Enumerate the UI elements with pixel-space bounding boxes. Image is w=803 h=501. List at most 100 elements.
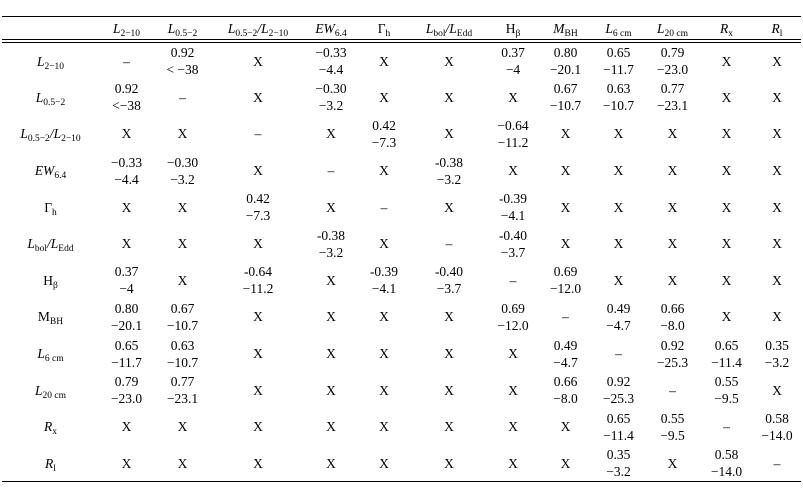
cell-value: X — [177, 199, 188, 215]
table-cell: −0.30 −3.2 — [154, 152, 211, 189]
cell-value: X — [772, 163, 782, 179]
column-header-l6: L6 cm — [592, 16, 645, 40]
cell-value: 0.79 — [114, 374, 139, 390]
cell-value: X — [508, 163, 518, 179]
table-cell: X — [700, 43, 753, 80]
column-header-ratio: L0.5−2/L2−10 — [211, 16, 305, 40]
table-row: Lbol/LEdd X X X -0.38 −3.2 X – -0.40 −3.7 X X X X X — [2, 225, 801, 262]
table-cell: −0.33 −4.4 — [305, 43, 357, 80]
cell-value: – — [327, 163, 335, 179]
cell-value: X — [326, 382, 336, 398]
table-cell: X — [357, 79, 411, 116]
table-cell: 0.42 −7.3 — [211, 189, 305, 226]
cell-value: X — [379, 419, 389, 435]
table-cell: X — [539, 152, 592, 189]
table-cell: 0.58 −14.0 — [753, 408, 801, 445]
cell-value: – — [773, 455, 781, 471]
cell-probability: < −38 — [166, 62, 199, 78]
cell-value: 0.58 — [714, 447, 739, 463]
table-cell: X — [305, 116, 357, 153]
table-cell: 0.92 −25.3 — [645, 335, 700, 372]
cell-probability: −4 — [119, 281, 134, 297]
table-cell: 0.80 −20.1 — [99, 299, 154, 336]
column-header-l2_10: L2−10 — [99, 16, 154, 40]
cell-value: X — [253, 236, 263, 252]
table-cell: X — [487, 408, 539, 445]
label-subscript: bol — [433, 28, 446, 39]
cell-probability: −14.0 — [710, 464, 743, 480]
cell-value: 0.67 — [170, 300, 195, 316]
cell-value: X — [560, 163, 571, 179]
table-cell: X — [411, 43, 487, 80]
cell-value: X — [560, 126, 571, 142]
cell-value: X — [667, 163, 678, 179]
cell-value: 0.55 — [714, 374, 739, 390]
table-cell: 0.63 −10.7 — [592, 79, 645, 116]
row-label: Lbol/LEdd — [2, 225, 99, 262]
table-cell: X — [411, 335, 487, 372]
cell-value: X — [772, 382, 782, 398]
label-subscript: β — [52, 280, 58, 291]
table-cell: X — [700, 262, 753, 299]
table-cell: X — [592, 262, 645, 299]
cell-value: X — [444, 53, 454, 69]
table-cell: 0.67 −10.7 — [154, 299, 211, 336]
table-cell: X — [411, 299, 487, 336]
cell-value: 0.37 — [114, 264, 139, 280]
table-cell: X — [753, 299, 801, 336]
table-cell: 0.92 −25.3 — [592, 372, 645, 409]
cell-value: X — [253, 309, 263, 325]
table-cell: X — [211, 299, 305, 336]
label-symbol: /L — [257, 20, 269, 36]
cell-value: X — [121, 236, 132, 252]
table-cell: X — [645, 189, 700, 226]
row-label: L0.5−2/L2−10 — [2, 116, 99, 153]
table-cell: 0.66 −8.0 — [645, 299, 700, 336]
label-subscript: 6.4 — [54, 171, 67, 182]
cell-probability: −11.2 — [497, 134, 529, 150]
table-row: L20 cm 0.79 −23.0 0.77 −23.1 X X X X X 0.66 −8.0 0.9… — [2, 372, 801, 409]
cell-value: X — [667, 236, 678, 252]
table-cell: X — [753, 225, 801, 262]
cell-value: 0.80 — [553, 45, 578, 61]
table-cell: 0.49 −4.7 — [592, 299, 645, 336]
table-cell: 0.55 −9.5 — [700, 372, 753, 409]
header-row: L2−10 L0.5−2 L0.5−2/L2−10 EW6.4 Γh Lbol/LEdd H… — [2, 16, 801, 40]
cell-value: – — [615, 346, 622, 362]
cell-probability: −4.1 — [500, 208, 526, 224]
column-header-gamma: Γh — [357, 16, 411, 40]
cell-value: X — [721, 309, 732, 325]
cell-value: 0.65 — [114, 337, 139, 353]
cell-value: 0.49 — [606, 300, 631, 316]
cell-value: −0.30 — [166, 154, 199, 170]
cell-value: 0.92 — [170, 45, 195, 61]
table-cell: X — [154, 408, 211, 445]
cell-value: -0.39 — [369, 264, 399, 280]
label-symbol: R — [720, 20, 729, 36]
table-cell: X — [211, 152, 305, 189]
table-cell: -0.39 −4.1 — [487, 189, 539, 226]
table-cell: X — [99, 116, 154, 153]
table-cell: 0.65 −11.7 — [592, 43, 645, 80]
table-row: L0.5−2 0.92 <−38– X −0.30 −3.2 X X X 0.67 −10.7 0.6… — [2, 79, 801, 116]
cell-value: X — [253, 346, 263, 362]
cell-probability: −8.0 — [660, 317, 685, 333]
table-cell: X — [305, 445, 357, 483]
table-cell: X — [211, 225, 305, 262]
label-subscript: l — [53, 463, 56, 474]
table-cell: X — [700, 152, 753, 189]
table-cell: 0.77 −23.1 — [154, 372, 211, 409]
column-header-rx: Rx — [700, 16, 753, 40]
table-cell: X — [154, 189, 211, 226]
cell-probability: −8.0 — [553, 391, 578, 407]
column-header-mbh: MBH — [539, 16, 592, 40]
cell-probability: −11.7 — [603, 62, 634, 78]
label-symbol: L — [227, 20, 236, 36]
table-cell: – — [753, 445, 801, 483]
table-row: MBH 0.80 −20.1 0.67 −10.7 X X X X 0.69 −12.0–0.49−… — [2, 299, 801, 336]
column-header-l20: L20 cm — [645, 16, 700, 40]
cell-value: X — [667, 199, 678, 215]
row-label: L2−10 — [2, 43, 99, 80]
table-cell: X — [154, 225, 211, 262]
cell-probability: −4.7 — [553, 354, 578, 370]
